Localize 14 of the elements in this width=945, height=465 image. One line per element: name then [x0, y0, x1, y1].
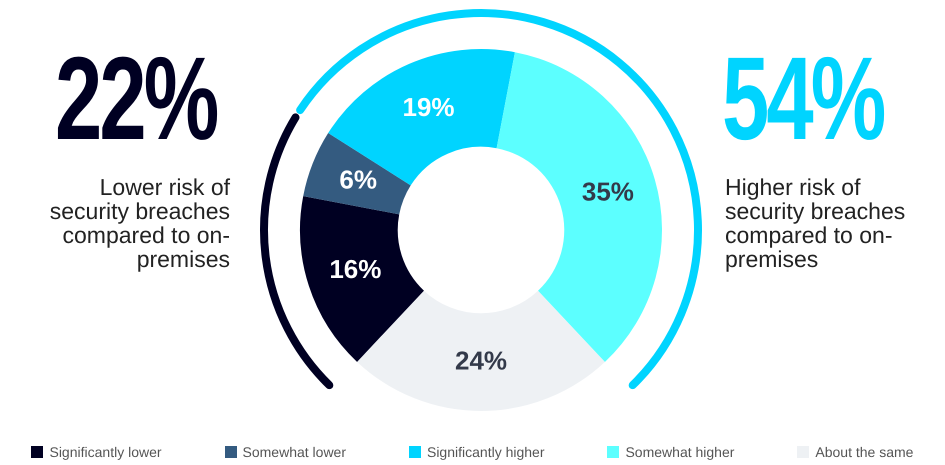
data-label: 24% — [454, 345, 508, 376]
text: 22% — [55, 33, 216, 165]
legend-label: About the same — [814, 444, 914, 460]
data-label: 6% — [339, 164, 377, 195]
text: Lower risk of security breaches compared to on-premises — [48, 174, 230, 272]
data-label: 19% — [402, 92, 455, 122]
text: 54% — [722, 33, 884, 165]
legend-label: Somewhat lower — [242, 444, 346, 460]
text: Higher risk of security breaches compared to on-premises — [725, 174, 906, 272]
data-label: 35% — [582, 176, 634, 206]
legend-label: Somewhat higher — [624, 444, 734, 460]
data-label: 16% — [329, 254, 382, 284]
legend-label: Significantly higher — [426, 444, 544, 460]
legend-label: Significantly lower — [48, 444, 162, 460]
